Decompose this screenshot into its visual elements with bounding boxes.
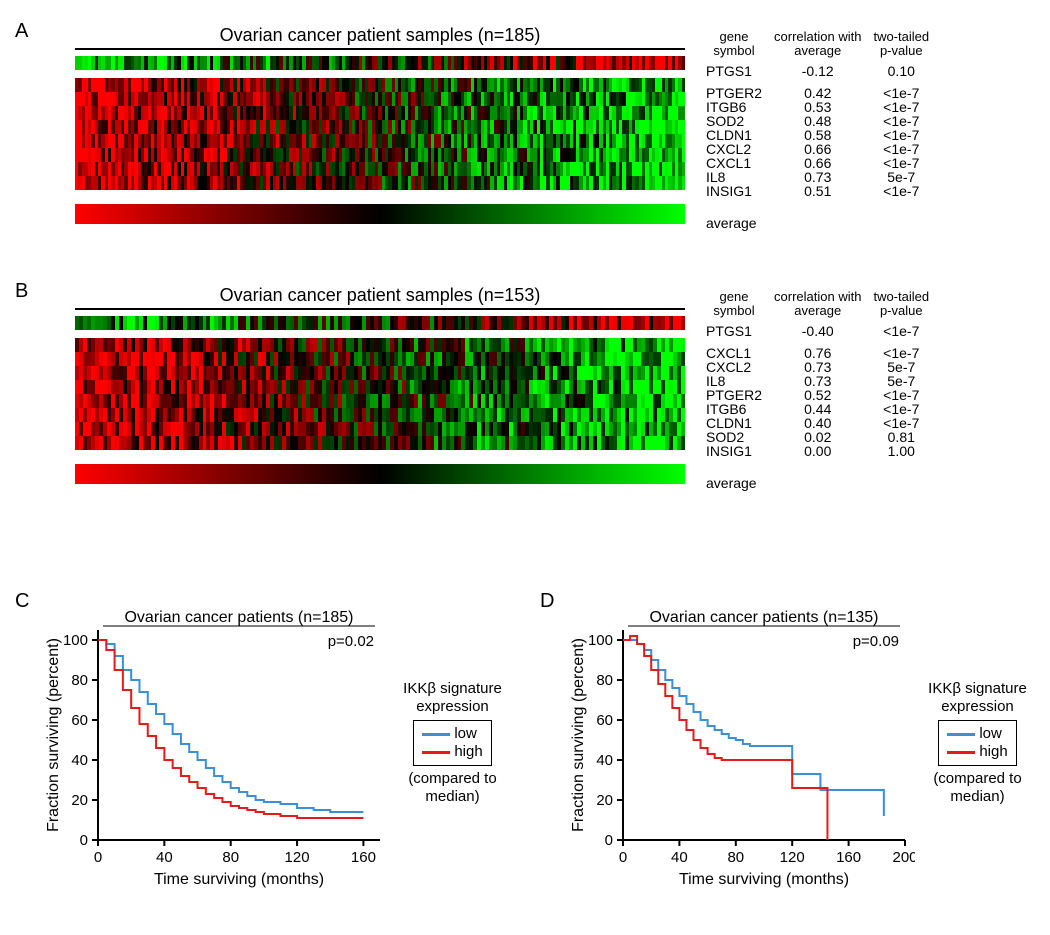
- svg-text:80: 80: [596, 672, 613, 689]
- svg-text:160: 160: [836, 849, 861, 866]
- svg-text:Fraction surviving (percent): Fraction surviving (percent): [570, 638, 587, 832]
- svg-text:40: 40: [671, 849, 688, 866]
- svg-text:120: 120: [285, 849, 310, 866]
- svg-text:0: 0: [80, 832, 88, 849]
- legend-low-label-c: low: [454, 725, 477, 742]
- svg-text:60: 60: [71, 712, 88, 729]
- legend-item-low-c: low: [422, 725, 482, 743]
- legend-d: IKKβ signature expression low high (comp…: [920, 680, 1035, 806]
- svg-text:120: 120: [780, 849, 805, 866]
- svg-text:20: 20: [71, 792, 88, 809]
- svg-text:Time surviving (months): Time surviving (months): [679, 871, 849, 888]
- svg-text:80: 80: [71, 672, 88, 689]
- heatmap-block-a: Ovarian cancer patient samples (n=185): [75, 25, 685, 224]
- svg-text:40: 40: [596, 752, 613, 769]
- panel-label-b: B: [15, 280, 28, 303]
- heatmap-title-a: Ovarian cancer patient samples (n=185): [75, 25, 685, 46]
- legend-title-d: IKKβ signature expression: [920, 680, 1035, 716]
- svg-text:20: 20: [596, 792, 613, 809]
- heatmap-block-b: Ovarian cancer patient samples (n=153): [75, 285, 685, 484]
- heatmap-rule-b: [75, 308, 685, 310]
- heatmap-title-b: Ovarian cancer patient samples (n=153): [75, 285, 685, 306]
- heatmap-rows-a: [75, 56, 685, 224]
- survival-plot-c: Ovarian cancer patients (n=185) p=0.02 0 20…: [40, 600, 390, 895]
- svg-text:80: 80: [727, 849, 744, 866]
- svg-text:0: 0: [94, 849, 102, 866]
- svg-text:0: 0: [619, 849, 627, 866]
- svg-text:p=0.02: p=0.02: [328, 633, 374, 650]
- svg-text:100: 100: [63, 632, 88, 649]
- svg-text:p=0.09: p=0.09: [853, 633, 899, 650]
- legend-high-label-c: high: [454, 743, 482, 760]
- legend-item-low-d: low: [947, 725, 1007, 743]
- svg-text:200: 200: [892, 849, 915, 866]
- panel-label-c: C: [15, 590, 29, 613]
- stats-table-a: genesymbolcorrelation withaveragetwo-tai…: [700, 30, 935, 230]
- legend-item-high-c: high: [422, 743, 482, 761]
- svg-text:Ovarian cancer patients (n=135: Ovarian cancer patients (n=135): [649, 609, 878, 626]
- svg-text:40: 40: [156, 849, 173, 866]
- svg-text:Time surviving (months): Time surviving (months): [154, 871, 324, 888]
- svg-text:Ovarian cancer patients (n=185: Ovarian cancer patients (n=185): [124, 609, 353, 626]
- survival-plot-d: Ovarian cancer patients (n=135) p=0.09 0 20…: [565, 600, 915, 895]
- legend-items-d: low high: [938, 720, 1016, 766]
- svg-text:40: 40: [71, 752, 88, 769]
- heatmap-rows-b: [75, 316, 685, 484]
- svg-text:160: 160: [351, 849, 376, 866]
- svg-text:100: 100: [588, 632, 613, 649]
- legend-c: IKKβ signature expression low high (comp…: [395, 680, 510, 806]
- legend-note-c: (compared to median): [395, 770, 510, 806]
- panel-label-a: A: [15, 20, 28, 43]
- svg-text:Fraction surviving (percent): Fraction surviving (percent): [45, 638, 62, 832]
- legend-high-label-d: high: [979, 743, 1007, 760]
- svg-text:80: 80: [222, 849, 239, 866]
- panel-label-d: D: [540, 590, 554, 613]
- heatmap-rule-a: [75, 48, 685, 50]
- legend-low-label-d: low: [979, 725, 1002, 742]
- legend-items-c: low high: [413, 720, 491, 766]
- stats-table-b: genesymbolcorrelation withaveragetwo-tai…: [700, 290, 935, 490]
- svg-text:60: 60: [596, 712, 613, 729]
- legend-item-high-d: high: [947, 743, 1007, 761]
- svg-text:0: 0: [605, 832, 613, 849]
- legend-title-c: IKKβ signature expression: [395, 680, 510, 716]
- legend-note-d: (compared to median): [920, 770, 1035, 806]
